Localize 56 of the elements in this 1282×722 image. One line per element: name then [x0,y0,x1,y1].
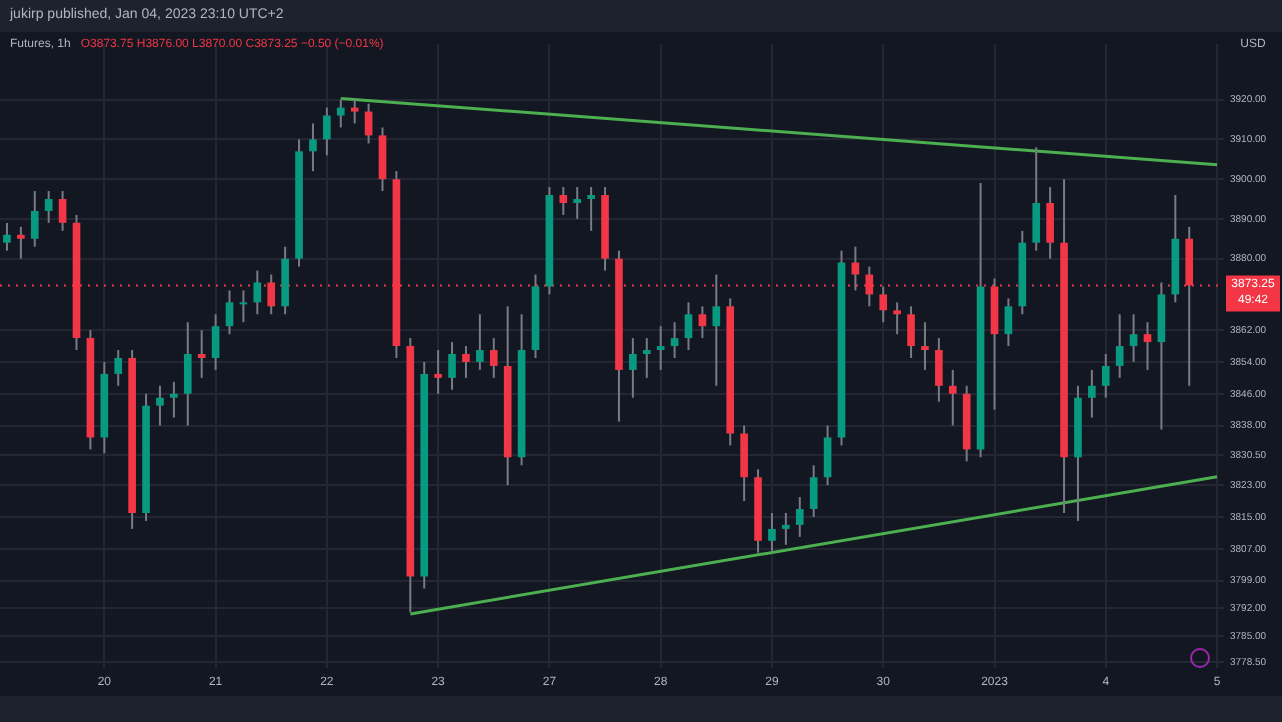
candlestick [893,301,901,336]
candlestick [1004,297,1013,348]
candlestick [489,337,498,379]
candlestick [768,511,776,554]
candlestick [1115,313,1124,379]
candlestick [1129,313,1138,363]
candlestick [642,337,651,379]
candlestick [239,289,248,324]
candlestick [44,190,53,224]
candlestick [114,349,123,387]
candlestick [448,341,456,391]
candlestick [670,321,679,359]
candlestick [629,337,637,399]
candlestick [921,321,929,371]
candlestick [795,496,804,538]
candlestick [907,305,915,359]
candlestick [58,190,67,232]
candlestick [225,289,234,336]
candlestick [476,313,484,371]
candlestick [935,337,943,403]
candlestick [197,329,206,379]
candlestick [740,424,748,503]
candlestick [156,384,164,427]
candlestick [684,301,693,352]
candlestick [30,190,39,248]
candlestick [782,511,790,546]
candlestick [281,245,289,316]
candlestick [323,106,331,157]
candlestick [559,186,568,216]
candlestick [823,424,832,487]
candlestick [170,380,178,419]
candlestick [948,368,957,427]
candlestick [809,464,818,518]
candlestick [462,345,470,379]
candlestick [1157,281,1166,431]
candlestick [879,285,888,324]
candlestick [3,221,11,252]
candlestick [1088,368,1096,419]
candlestick [378,126,387,193]
candlestick [350,98,359,125]
candlestick [587,186,595,232]
candlestick [698,305,707,340]
candlestick [253,269,262,316]
candlestick [434,349,442,395]
candlestick [1046,186,1054,260]
candlestick [1101,353,1110,399]
candlestick [1032,146,1041,252]
candlestick [656,325,665,371]
candlestick [1143,321,1152,371]
candlestick [336,98,345,129]
candlestick [309,122,317,173]
candlestick [211,313,220,371]
candlestick [573,186,582,220]
candlestick [17,225,25,260]
candlestick [183,321,192,427]
candlestick [712,273,721,387]
